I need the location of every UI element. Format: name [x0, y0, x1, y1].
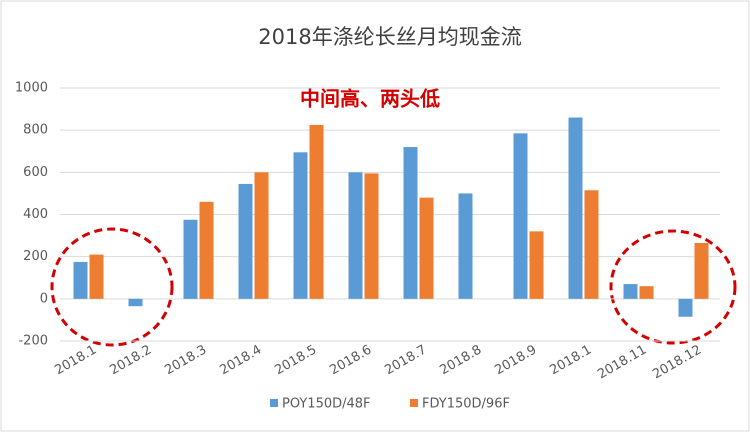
bar [89, 254, 104, 299]
bar [513, 133, 528, 299]
bar [458, 193, 473, 299]
bar [639, 286, 654, 299]
bar [419, 197, 434, 299]
bar [529, 231, 544, 299]
bar [73, 261, 88, 299]
highlight-circle [50, 227, 174, 347]
y-tick-label: 1000 [15, 81, 48, 96]
bar [183, 219, 198, 299]
bar [584, 190, 599, 299]
y-tick-label: 200 [23, 249, 48, 264]
y-tick-label: 0 [40, 291, 48, 306]
bar [348, 172, 363, 299]
bar [254, 172, 269, 299]
highlight-circle [609, 229, 737, 345]
annotation: 中间高、两头低 [300, 87, 440, 111]
legend-swatch [410, 399, 418, 407]
chart-title: 2018年涤纶长丝月均现金流 [258, 25, 521, 49]
bar [678, 298, 693, 317]
bar [694, 242, 709, 299]
y-tick-label: -200 [18, 334, 48, 349]
legend-label: FDY150D/96F [422, 397, 510, 412]
legend-label: POY150D/48F [282, 397, 371, 412]
bar [309, 124, 324, 299]
bar [568, 117, 583, 299]
y-tick-label: 800 [23, 123, 48, 138]
bar [293, 152, 308, 299]
bar [199, 201, 214, 299]
bar [238, 183, 253, 299]
legend-swatch [270, 399, 278, 407]
bar [403, 147, 418, 299]
bar [623, 284, 638, 299]
bar [128, 298, 143, 307]
y-tick-label: 400 [23, 207, 48, 222]
bar [364, 173, 379, 299]
y-tick-label: 600 [23, 165, 48, 180]
